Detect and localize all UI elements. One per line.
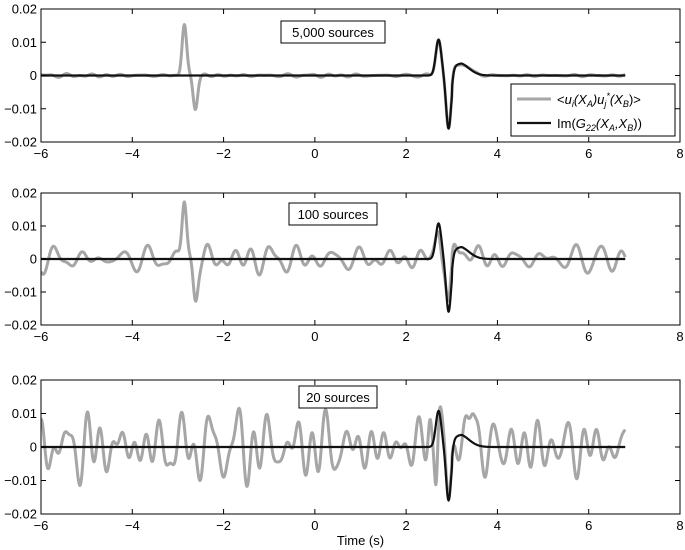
x-tick-label: −2: [216, 329, 231, 344]
y-tick-label: 0.02: [12, 373, 37, 388]
y-tick-label: 0: [30, 440, 37, 455]
y-tick-label: −0.01: [4, 101, 37, 116]
x-tick-label: 0: [311, 518, 318, 533]
y-tick-label: 0: [30, 68, 37, 83]
legend-box: [510, 83, 676, 137]
annotation-box: [288, 202, 378, 226]
legend-label-crosscorrelation: <ui(XA)uj*(XB)>: [557, 91, 641, 109]
x-tick-label: 0: [311, 146, 318, 161]
y-tick-label: 0.02: [12, 2, 37, 17]
x-tick-label: −4: [125, 518, 140, 533]
chart-panel-2: −6 −4 −2 0 2 4 6 8 0.02 0.01 0 −0.01 −0.02 100 source…: [4, 186, 684, 345]
series-line-greens-function: [41, 222, 626, 313]
y-tick-label: −0.01: [4, 285, 37, 300]
annotation-label: 100 sources: [298, 207, 369, 222]
annotation-box: [280, 20, 386, 44]
x-tick-label: −6: [34, 518, 49, 533]
y-tick-label: 0.01: [12, 35, 37, 50]
x-tick-label: 4: [494, 329, 501, 344]
series-line-crosscorrelation: [41, 200, 627, 303]
x-tick-label: −4: [125, 146, 140, 161]
x-tick-label: 8: [676, 146, 683, 161]
x-tick-label: 8: [676, 518, 683, 533]
y-tick-label: 0: [30, 252, 37, 267]
x-tick-label: 2: [403, 518, 410, 533]
series-line-greens-function: [41, 409, 626, 502]
y-tick-label: −0.01: [4, 473, 37, 488]
legend-label-greens-function: Im(G22(XA,XB)): [557, 116, 642, 133]
x-tick-label: 6: [585, 329, 592, 344]
x-tick-label: 2: [403, 146, 410, 161]
y-tick-label: −0.02: [4, 318, 37, 333]
chart-panel-3: −6 −4 −2 0 2 4 6 8 0.02 0.01 0 −0.01 −0.02 20 sources…: [4, 373, 684, 549]
annotation-label: 20 sources: [306, 390, 370, 405]
x-tick-label: −6: [34, 329, 49, 344]
series-line-crosscorrelation: [41, 405, 627, 501]
x-tick-label: 4: [494, 146, 501, 161]
x-tick-label: 6: [585, 518, 592, 533]
x-tick-label: −4: [125, 329, 140, 344]
y-tick-label: −0.02: [4, 135, 37, 150]
series-line-greens-function: [41, 38, 626, 130]
x-tick-label: −6: [34, 146, 49, 161]
annotation-label: 5,000 sources: [292, 25, 374, 40]
x-tick-label: −2: [216, 518, 231, 533]
y-tick-label: −0.02: [4, 507, 37, 522]
x-tick-label: 2: [403, 329, 410, 344]
annotation-box: [298, 385, 378, 409]
x-axis-label: Time (s): [337, 533, 384, 548]
x-tick-label: 6: [585, 146, 592, 161]
x-tick-label: −2: [216, 146, 231, 161]
y-tick-label: 0.01: [12, 406, 37, 421]
x-tick-label: 4: [494, 518, 501, 533]
y-tick-label: 0.01: [12, 219, 37, 234]
x-tick-label: 8: [676, 329, 683, 344]
y-tick-label: 0.02: [12, 186, 37, 201]
chart-panel-1: −6 −4 −2 0 2 4 6 8 0.02 0.01 0 −0.01 −0.02 5,000 sour…: [4, 2, 684, 162]
x-tick-label: 0: [311, 329, 318, 344]
legend: <ui(XA)uj*(XB)> Im(G22(XA,XB)): [510, 83, 676, 137]
